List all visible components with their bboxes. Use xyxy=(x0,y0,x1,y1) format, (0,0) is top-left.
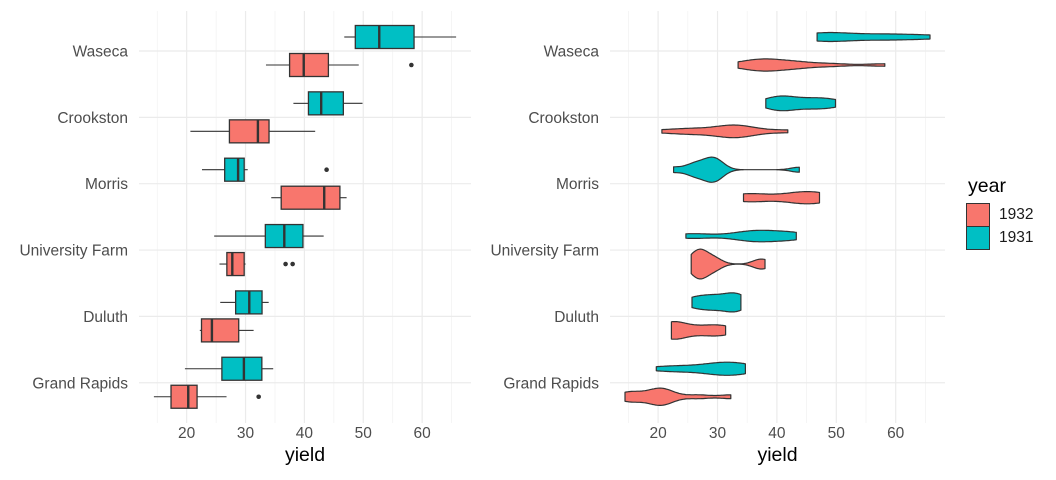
boxplot-waseca-1931 xyxy=(344,24,457,50)
violin-grand-rapids-1931 xyxy=(655,361,746,376)
site-label-morris: Morris xyxy=(556,176,599,193)
violin-grand-rapids-1932 xyxy=(624,387,732,406)
site-label-waseca: Waseca xyxy=(544,44,600,61)
violin-morris-1931 xyxy=(673,156,800,183)
site-label-duluth: Duluth xyxy=(83,309,128,326)
panel-boxplot: Waseca Crookston Morris University Farm Dulu… xyxy=(19,11,471,466)
violin-crookston-1932 xyxy=(661,124,789,139)
boxplot-grand-rapids-1932 xyxy=(153,384,261,409)
box xyxy=(307,91,345,116)
outlier-point xyxy=(324,167,329,172)
x-axis-title: yield xyxy=(757,444,797,466)
violin-duluth-1932 xyxy=(670,321,727,340)
legend-item-1931: 1931 xyxy=(966,226,1034,251)
boxplot-duluth-1932 xyxy=(199,318,254,343)
outlier-point xyxy=(409,62,414,68)
violin-duluth-1931 xyxy=(691,292,742,313)
legend: year 1932 1931 xyxy=(966,175,1034,251)
box xyxy=(280,185,341,210)
x-tick-label-40: 40 xyxy=(296,425,314,442)
site-label-grand-rapids: Grand Rapids xyxy=(32,375,128,392)
boxplot-duluth-1931 xyxy=(220,290,269,315)
boxplot-morris-1932 xyxy=(271,185,347,210)
boxplot-grand-rapids-1931 xyxy=(184,356,274,381)
box xyxy=(221,356,263,381)
site-label-university-farm: University Farm xyxy=(490,243,599,260)
x-tick-label-20: 20 xyxy=(178,425,196,442)
x-tick-label-30: 30 xyxy=(237,425,255,442)
x-tick-label-50: 50 xyxy=(355,425,373,442)
x-tick-label-50: 50 xyxy=(828,425,846,442)
legend-title: year xyxy=(968,175,1006,197)
x-tick-label-60: 60 xyxy=(887,425,905,442)
outlier-point xyxy=(290,261,295,267)
violin-crookston-1931 xyxy=(765,95,837,112)
legend-label-1932: 1932 xyxy=(999,206,1034,224)
site-label-crookston: Crookston xyxy=(528,110,599,127)
violin-university-farm-1931 xyxy=(685,229,797,243)
boxplot-waseca-1932 xyxy=(265,52,414,78)
legend-swatch-1932 xyxy=(966,203,990,228)
site-label-grand-rapids: Grand Rapids xyxy=(503,375,599,392)
violin-waseca-1931 xyxy=(816,31,931,43)
violin-morris-1932 xyxy=(742,191,821,205)
x-tick-label-40: 40 xyxy=(768,425,786,442)
outlier-point xyxy=(256,394,261,400)
box xyxy=(200,318,240,343)
site-label-duluth: Duluth xyxy=(554,309,599,326)
site-label-crookston: Crookston xyxy=(57,110,128,127)
box xyxy=(228,119,270,144)
outlier-point xyxy=(283,261,288,267)
boxplot-crookston-1931 xyxy=(293,91,363,116)
site-label-morris: Morris xyxy=(85,176,128,193)
box xyxy=(170,384,198,409)
x-tick-label-20: 20 xyxy=(649,425,667,442)
boxplot-university-farm-1931 xyxy=(214,223,324,249)
box xyxy=(288,52,330,78)
boxplot-university-farm-1932 xyxy=(219,251,295,277)
site-label-waseca: Waseca xyxy=(73,44,129,61)
box xyxy=(354,24,415,50)
violin-waseca-1932 xyxy=(737,58,886,72)
x-axis-title: yield xyxy=(285,444,325,466)
violin-university-farm-1932 xyxy=(690,248,766,280)
box xyxy=(226,251,245,277)
x-tick-label-30: 30 xyxy=(709,425,727,442)
panel-violin: Waseca Crookston Morris University Farm Dulu… xyxy=(490,11,945,466)
legend-label-1931: 1931 xyxy=(999,229,1034,247)
x-tick-label-60: 60 xyxy=(414,425,432,442)
legend-item-1932: 1932 xyxy=(966,203,1034,228)
boxplot-morris-1931 xyxy=(201,157,329,182)
box xyxy=(224,157,245,182)
boxplot-crookston-1932 xyxy=(190,119,316,144)
legend-swatch-1931 xyxy=(966,226,990,251)
site-label-university-farm: University Farm xyxy=(19,243,128,260)
